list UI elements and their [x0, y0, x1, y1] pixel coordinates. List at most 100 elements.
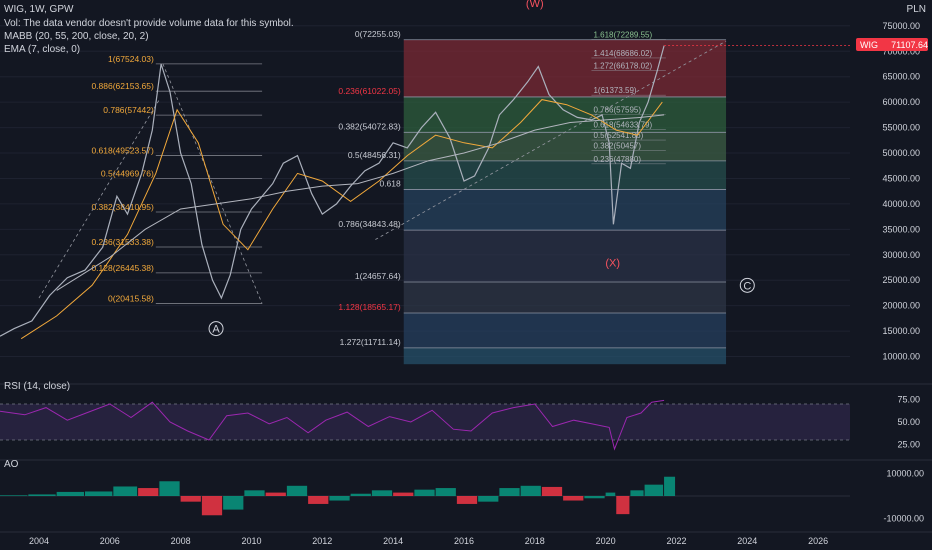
- ao-bar: [350, 493, 371, 496]
- ao-bar: [605, 492, 616, 496]
- ao-bar: [584, 496, 605, 499]
- time-axis[interactable]: 2004 2006 2008 2010 2012 2014 2016 2018 2020 2022…: [0, 383, 932, 546]
- rsi-indicator-label[interactable]: RSI (14, close): [4, 381, 71, 392]
- ao-bar: [56, 491, 84, 496]
- fib-zone: [403, 39, 727, 97]
- ao-bar: [435, 488, 456, 496]
- ao-bar: [0, 495, 28, 496]
- trend-lines: [38, 40, 727, 299]
- trend-line: [38, 99, 160, 299]
- rsi-line: [0, 399, 665, 451]
- ao-bar: [286, 485, 308, 496]
- price-axis[interactable]: 75000.00 70000.00 65000.00 60000.00 55000.00…: [882, 21, 920, 362]
- fib-zone: [403, 230, 727, 282]
- fib-zone: [403, 132, 727, 161]
- time-tick-label: 2026: [808, 536, 828, 546]
- price-tick-label: 10000.00: [882, 352, 920, 362]
- series-line: [56, 114, 665, 291]
- fib-level-label: 0(20415.58): [108, 294, 154, 304]
- ao-bar: [393, 492, 414, 496]
- fib-ext-label: 0.786(57595): [593, 105, 641, 114]
- rsi-band: [0, 404, 850, 440]
- volume-note: Vol: The data vendor doesn't provide vol…: [4, 18, 294, 29]
- wave-circle: [208, 321, 224, 337]
- ao-bar: [159, 481, 180, 496]
- fib-trend-line: [162, 63, 263, 304]
- fib-level-label: 0.5(44969.76): [101, 169, 154, 179]
- price-tick-label: 70000.00: [882, 46, 920, 56]
- price-tick-label: 45000.00: [882, 173, 920, 183]
- wave-labels: (W)(X)(Y)BAC: [208, 0, 755, 337]
- wave-label-text: C: [743, 280, 751, 292]
- ao-bar: [180, 496, 201, 502]
- time-tick-label: 2014: [383, 536, 403, 546]
- price-tick-label: 60000.00: [882, 97, 920, 107]
- rsi-tick-label: 75.00: [897, 395, 920, 405]
- rsi-tick-label: 25.00: [897, 440, 920, 450]
- price-tick-label: 30000.00: [882, 250, 920, 260]
- ao-bar: [616, 496, 630, 515]
- fib-level-label: 0.886(62153.65): [91, 81, 154, 91]
- time-tick-label: 2016: [454, 536, 474, 546]
- fib-zone: [403, 160, 727, 190]
- fib-ext-label: 0.382(50457): [593, 142, 641, 151]
- price-tick-label: 75000.00: [882, 21, 920, 31]
- mabb-indicator-label[interactable]: MABB (20, 55, 200, close, 20, 2): [4, 31, 149, 42]
- ao-tick-label: -10000.00: [883, 514, 924, 524]
- time-tick-label: 2010: [241, 536, 261, 546]
- price-tick-label: 55000.00: [882, 123, 920, 133]
- fib-extension: 1.618(72289.55) 1.414(68686.02) 1.272(6617…: [591, 31, 666, 165]
- ao-bar: [664, 476, 676, 496]
- fib-level-label: 0(72255.03): [355, 29, 401, 39]
- rsi-pane: 75.00 50.00 25.00: [0, 395, 920, 451]
- ao-bar: [456, 496, 478, 504]
- price-tick-label: 40000.00: [882, 199, 920, 209]
- ao-indicator-label[interactable]: AO: [4, 459, 19, 470]
- symbol-title[interactable]: WIG, 1W, GPW: [4, 4, 74, 15]
- fib-level-label: 1(24657.64): [355, 271, 401, 281]
- time-tick-label: 2004: [29, 536, 49, 546]
- wave-label: (W): [526, 0, 544, 10]
- price-tick-label: 25000.00: [882, 275, 920, 285]
- fib-zone: [403, 189, 727, 231]
- wave-label: C: [739, 277, 755, 293]
- wave-label: A: [208, 321, 224, 337]
- fib-ext-label: 1.414(68686.02): [593, 49, 652, 58]
- fib-ext-label: 1.272(66178.02): [593, 62, 652, 71]
- wave-label: (X): [605, 257, 620, 269]
- fib-ext-label: 0.5(52541.86): [593, 131, 643, 140]
- trend-line: [375, 40, 727, 240]
- time-tick-label: 2012: [312, 536, 332, 546]
- fib-level-label: 0.236(61022.05): [338, 86, 401, 96]
- fib-ext-label: 1.618(72289.55): [593, 31, 652, 40]
- ao-bar: [113, 486, 138, 496]
- ao-bar: [138, 488, 159, 496]
- fib-level-label: 0.5(48456.31): [348, 150, 401, 160]
- ao-pane: 10000.00 -10000.00: [0, 468, 924, 524]
- ao-bar: [478, 496, 499, 502]
- ao-bar: [541, 486, 563, 496]
- fib-zone: [403, 96, 727, 133]
- fib-level-label: 1.128(18565.17): [338, 302, 401, 312]
- fib-zone: [403, 347, 727, 365]
- ao-bar: [265, 492, 286, 496]
- rsi-tick-label: 50.00: [897, 417, 920, 427]
- series-line: [20, 99, 663, 340]
- price-tick-label: 35000.00: [882, 224, 920, 234]
- ao-bar: [630, 490, 644, 496]
- ao-bar: [308, 496, 329, 504]
- series-line: [0, 45, 665, 337]
- fib-level-label: 0.618: [379, 178, 401, 188]
- time-tick-label: 2006: [100, 536, 120, 546]
- ema-indicator-label[interactable]: EMA (7, close, 0): [4, 44, 81, 55]
- fib-level-label: 0.786(34843.48): [338, 219, 401, 229]
- price-tick-label: 15000.00: [882, 326, 920, 336]
- fib-zone: [403, 281, 727, 313]
- last-price-symbol: WIG: [860, 39, 878, 50]
- fib-ext-label: 0.236(47880): [593, 155, 641, 164]
- time-tick-label: 2022: [666, 536, 686, 546]
- fib-level-label: 1.272(11711.14): [340, 337, 401, 347]
- fib-level-label: 0.128(26445.38): [91, 263, 154, 273]
- currency-label[interactable]: PLN: [906, 4, 926, 15]
